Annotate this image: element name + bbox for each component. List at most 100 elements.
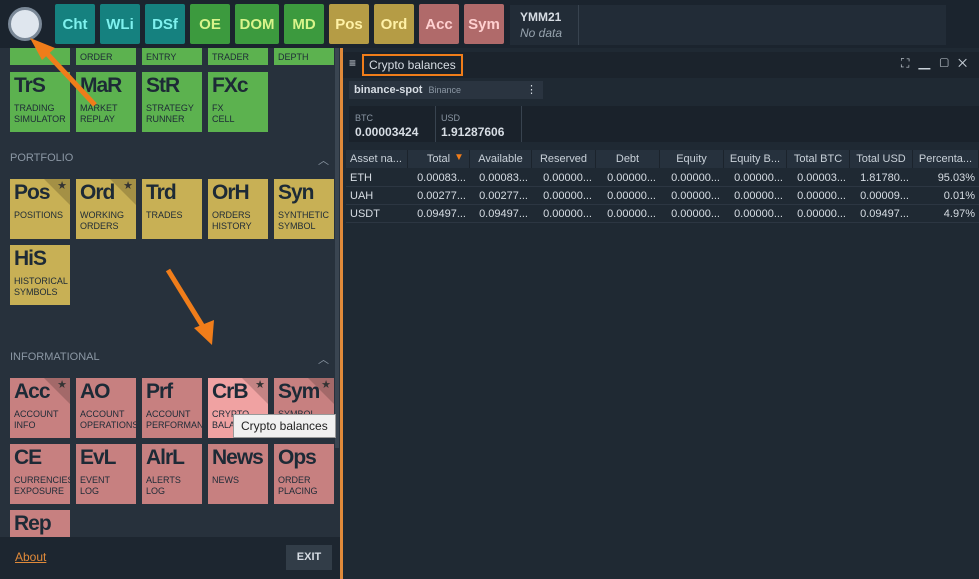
tile-code: Sym — [278, 380, 320, 403]
cell: ETH — [346, 169, 408, 187]
toolbar-button[interactable]: Ord — [374, 4, 414, 44]
cell: 0.00000... — [724, 205, 787, 223]
tile-code: Ops — [278, 446, 317, 469]
tile[interactable]: AlrL ALERTS LOG — [142, 444, 202, 504]
column-header: Percenta... — [913, 150, 979, 168]
toolbar-button[interactable]: Sym — [464, 4, 504, 44]
tile-code: AO — [80, 380, 111, 403]
tile[interactable]: MaR MARKET REPLAY — [76, 72, 136, 132]
tile-code: Rep — [14, 512, 52, 535]
section-title: INFORMATIONAL — [10, 351, 100, 363]
tile[interactable]: Trd TRADES — [142, 179, 202, 239]
symbol-box[interactable]: YMM21 No data — [510, 5, 946, 45]
logo[interactable] — [8, 7, 42, 41]
toolbar-button[interactable]: WLi — [100, 4, 140, 44]
tile-label: TRADER — [212, 52, 250, 62]
cell: 0.00000... — [787, 187, 850, 205]
fav-corner — [242, 378, 268, 404]
toolbar-button[interactable]: MD — [284, 4, 324, 44]
splitter — [340, 48, 343, 579]
toolbar-button[interactable]: Acc — [419, 4, 459, 44]
tile-code: News — [212, 446, 264, 469]
about-link[interactable]: About — [15, 550, 47, 564]
tile[interactable]: Prf ACCOUNT PERFORMANCE — [142, 378, 202, 438]
balance-value: 0.00003424 — [355, 125, 419, 139]
window-controls[interactable]: ⛶▁▢✕ — [901, 56, 977, 70]
tile-code: StR — [146, 74, 180, 97]
cell: 0.00000... — [660, 205, 724, 223]
tile-code: FXc — [212, 74, 249, 97]
tile[interactable]: ★ Ord WORKING ORDERS — [76, 179, 136, 239]
tile-code: Trd — [146, 181, 177, 204]
column-header: Asset na... — [346, 150, 408, 168]
column-header: Debt — [596, 150, 660, 168]
column-header: Equity B... — [724, 150, 787, 168]
tile-label: TRADING SIMULATOR — [14, 103, 66, 124]
tile-label: ACCOUNT OPERATIONS — [80, 409, 136, 430]
tile[interactable]: HiS HISTORICAL SYMBOLS — [10, 245, 70, 305]
menu-icon[interactable]: ≡ — [349, 56, 357, 70]
balance-currency: BTC — [355, 113, 373, 123]
column-header: Total — [408, 150, 470, 168]
tile-code: EvL — [80, 446, 117, 469]
toolbar-button[interactable]: DOM — [235, 4, 279, 44]
tile-label: ENTRY — [146, 52, 177, 62]
tile[interactable]: EvL EVENT LOG — [76, 444, 136, 504]
cell: 0.00083... — [408, 169, 470, 187]
tile-code: Ord — [80, 181, 115, 204]
tile[interactable]: ★ Pos POSITIONS — [10, 179, 70, 239]
cell: 0.09497... — [408, 205, 470, 223]
tile-label: DEPTH — [278, 52, 309, 62]
exit-button[interactable]: EXIT — [286, 545, 332, 570]
symbol-name: YMM21 — [520, 10, 562, 24]
collapse-icon: ︿ — [318, 155, 329, 167]
panel-header — [343, 52, 979, 78]
toolbar-button[interactable]: Pos — [329, 4, 369, 44]
tile[interactable]: Ops ORDER PLACING — [274, 444, 334, 504]
tile-label: EVENT LOG — [80, 475, 110, 496]
section-title: PORTFOLIO — [10, 152, 74, 164]
tile-code: CrB — [212, 380, 249, 403]
tile-label: ACCOUNT PERFORMANCE — [146, 409, 202, 430]
fav-star: ★ — [57, 379, 67, 391]
tile-label: ACCOUNT INFO — [14, 409, 59, 430]
tile[interactable]: StR STRATEGY RUNNER — [142, 72, 202, 132]
toolbar-button[interactable]: Cht — [55, 4, 95, 44]
fav-corner — [44, 179, 70, 205]
arrow — [165, 268, 208, 332]
tile: DEPTH — [274, 48, 334, 65]
collapse-icon: ︿ — [318, 354, 329, 366]
tile-label: STRATEGY RUNNER — [146, 103, 194, 124]
tile-code: AlrL — [146, 446, 185, 469]
tile[interactable]: CE CURRENCIES EXPOSURE — [10, 444, 70, 504]
tile-label: HISTORICAL SYMBOLS — [14, 276, 68, 297]
tile[interactable]: Syn SYNTHETIC SYMBOL — [274, 179, 334, 239]
cell: 0.00000... — [660, 169, 724, 187]
tile-label: SYNTHETIC SYMBOL — [278, 210, 330, 231]
tile[interactable]: TrS TRADING SIMULATOR — [10, 72, 70, 132]
tile[interactable]: OrH ORDERS HISTORY — [208, 179, 268, 239]
balances-box — [349, 106, 979, 142]
tile[interactable]: FXc FX CELL — [208, 72, 268, 132]
tile[interactable]: ★ Acc ACCOUNT INFO — [10, 378, 70, 438]
tile-label: ORDERS HISTORY — [212, 210, 252, 231]
account-tab[interactable]: binance-spot Binance ⋮ — [349, 81, 543, 99]
tile: ENTRY — [142, 48, 202, 65]
cell: 0.00083... — [470, 169, 532, 187]
fav-corner — [308, 378, 334, 404]
cell: 0.00277... — [408, 187, 470, 205]
arrowhead — [30, 38, 55, 60]
divider — [578, 5, 579, 45]
tile[interactable]: AO ACCOUNT OPERATIONS — [76, 378, 136, 438]
toolbar-button[interactable]: DSf — [145, 4, 185, 44]
cell: 0.00000... — [532, 205, 596, 223]
tile[interactable]: News NEWS — [208, 444, 268, 504]
balance-currency: USD — [441, 113, 461, 123]
tile-label: MARKET REPLAY — [80, 103, 118, 124]
cell: UAH — [346, 187, 408, 205]
tile: ORDER — [76, 48, 136, 65]
symbol-status: No data — [520, 26, 563, 40]
toolbar-button[interactable]: OE — [190, 4, 230, 44]
cell: 0.09497... — [470, 205, 532, 223]
